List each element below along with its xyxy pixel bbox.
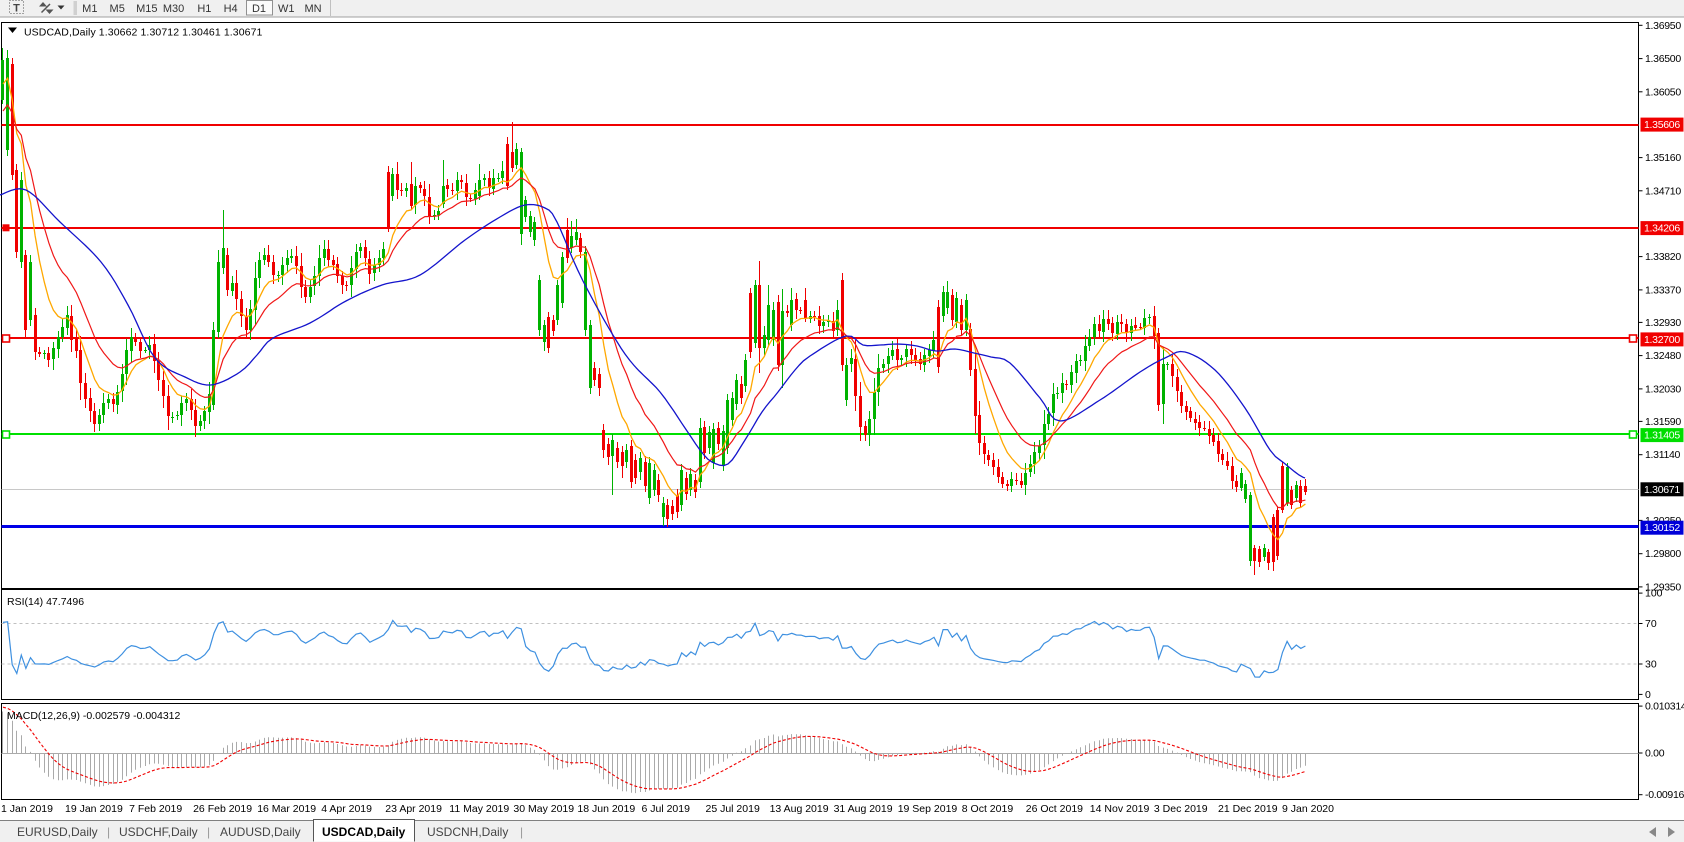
- svg-text:1.32930: 1.32930: [1645, 317, 1681, 329]
- svg-text:1.33820: 1.33820: [1645, 251, 1681, 263]
- svg-text:1.34206: 1.34206: [1644, 223, 1680, 235]
- svg-text:EURUSD,Daily: EURUSD,Daily: [17, 825, 98, 839]
- svg-text:T: T: [13, 3, 20, 15]
- svg-text:D1: D1: [252, 3, 266, 15]
- svg-text:8 Oct 2019: 8 Oct 2019: [962, 803, 1014, 815]
- svg-text:W1: W1: [278, 3, 295, 15]
- svg-text:6 Jul 2019: 6 Jul 2019: [642, 803, 691, 815]
- svg-text:M1: M1: [82, 3, 97, 15]
- svg-text:3 Dec 2019: 3 Dec 2019: [1154, 803, 1208, 815]
- svg-text:0.010314: 0.010314: [1645, 701, 1684, 713]
- svg-text:7 Feb 2019: 7 Feb 2019: [129, 803, 182, 815]
- svg-text:1.29350: 1.29350: [1645, 581, 1681, 593]
- svg-text:0: 0: [1645, 689, 1651, 701]
- svg-text:25 Jul 2019: 25 Jul 2019: [706, 803, 760, 815]
- svg-text:23 Apr 2019: 23 Apr 2019: [385, 803, 442, 815]
- svg-text:1.33370: 1.33370: [1645, 284, 1681, 296]
- svg-text:USDCAD,Daily 1.30662 1.30712: USDCAD,Daily 1.30662 1.30712 1.30461 1.3…: [24, 27, 263, 39]
- svg-text:|: |: [107, 825, 110, 839]
- svg-text:11 May 2019: 11 May 2019: [449, 803, 509, 815]
- svg-text:1.31140: 1.31140: [1645, 449, 1681, 461]
- svg-text:1.31590: 1.31590: [1645, 416, 1681, 428]
- svg-text:21 Dec 2019: 21 Dec 2019: [1218, 803, 1278, 815]
- svg-text:1.30671: 1.30671: [1644, 484, 1680, 496]
- svg-text:14 Nov 2019: 14 Nov 2019: [1090, 803, 1150, 815]
- svg-text:|: |: [207, 825, 210, 839]
- svg-text:1.36950: 1.36950: [1645, 20, 1681, 32]
- svg-text:19 Jan 2019: 19 Jan 2019: [65, 803, 123, 815]
- svg-text:19 Sep 2019: 19 Sep 2019: [898, 803, 958, 815]
- svg-text:1.32480: 1.32480: [1645, 350, 1681, 362]
- svg-text:13 Aug 2019: 13 Aug 2019: [770, 803, 829, 815]
- svg-text:30 May 2019: 30 May 2019: [513, 803, 574, 815]
- svg-text:M30: M30: [163, 3, 184, 15]
- svg-text:USDCNH,Daily: USDCNH,Daily: [427, 825, 508, 839]
- svg-text:0.00: 0.00: [1645, 748, 1665, 760]
- svg-text:18 Jun 2019: 18 Jun 2019: [577, 803, 635, 815]
- svg-text:USDCHF,Daily: USDCHF,Daily: [119, 825, 198, 839]
- svg-text:M5: M5: [110, 3, 125, 15]
- svg-text:USDCAD,Daily: USDCAD,Daily: [322, 825, 406, 839]
- svg-text:30: 30: [1645, 659, 1657, 671]
- svg-text:1.29800: 1.29800: [1645, 548, 1681, 560]
- svg-text:1.31405: 1.31405: [1644, 430, 1680, 442]
- svg-text:9 Jan 2020: 9 Jan 2020: [1282, 803, 1334, 815]
- svg-text:31 Aug 2019: 31 Aug 2019: [834, 803, 893, 815]
- svg-text:1.36050: 1.36050: [1645, 86, 1681, 98]
- svg-text:1.32030: 1.32030: [1645, 383, 1681, 395]
- svg-text:M15: M15: [136, 3, 157, 15]
- svg-text:1.36500: 1.36500: [1645, 53, 1681, 65]
- svg-text:MACD(12,26,9) -0.002579 -0.004: MACD(12,26,9) -0.002579 -0.004312: [7, 710, 181, 722]
- svg-text:1 Jan 2019: 1 Jan 2019: [1, 803, 53, 815]
- svg-text:AUDUSD,Daily: AUDUSD,Daily: [220, 825, 301, 839]
- svg-text:-0.009166: -0.009166: [1645, 789, 1684, 801]
- svg-text:26 Feb 2019: 26 Feb 2019: [193, 803, 252, 815]
- svg-text:MN: MN: [304, 3, 321, 15]
- svg-text:26 Oct 2019: 26 Oct 2019: [1026, 803, 1083, 815]
- svg-text:1.34710: 1.34710: [1645, 185, 1681, 197]
- svg-text:1.35606: 1.35606: [1644, 119, 1680, 131]
- svg-text:|: |: [520, 825, 523, 839]
- svg-text:16 Mar 2019: 16 Mar 2019: [257, 803, 316, 815]
- svg-text:100: 100: [1645, 588, 1663, 600]
- svg-text:H1: H1: [197, 3, 211, 15]
- svg-text:1.30152: 1.30152: [1644, 522, 1680, 534]
- svg-text:H4: H4: [224, 3, 238, 15]
- svg-text:1.35160: 1.35160: [1645, 152, 1681, 164]
- svg-text:1.32700: 1.32700: [1644, 334, 1680, 346]
- svg-text:70: 70: [1645, 618, 1657, 630]
- svg-text:4 Apr 2019: 4 Apr 2019: [321, 803, 372, 815]
- svg-text:RSI(14) 47.7496: RSI(14) 47.7496: [7, 596, 84, 608]
